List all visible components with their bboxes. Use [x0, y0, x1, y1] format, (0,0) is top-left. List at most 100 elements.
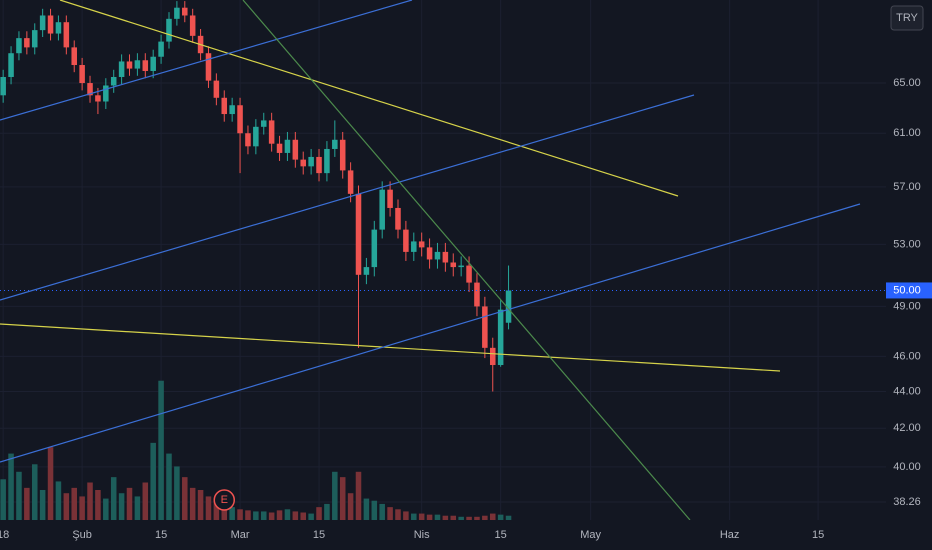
candle-body: [31, 30, 38, 48]
volume-bar: [0, 479, 6, 520]
volume-bar: [174, 466, 180, 520]
volume-bar: [16, 471, 22, 520]
volume-bar: [39, 490, 46, 520]
candle-body: [47, 15, 54, 34]
candle-body: [39, 15, 46, 31]
last-price-badge: [886, 282, 932, 299]
earnings-label: E: [221, 494, 228, 506]
volume-bar: [395, 509, 401, 520]
y-tick-label: 65.00: [893, 77, 921, 89]
candle-body: [355, 193, 362, 275]
candle-body: [134, 60, 141, 69]
volume-bar: [229, 507, 235, 520]
candle-body: [142, 60, 149, 71]
candle-body: [332, 139, 338, 149]
candle-body: [363, 267, 370, 275]
candle-body: [229, 105, 235, 115]
volume-bar: [339, 477, 346, 520]
candle-body: [497, 309, 504, 366]
volume-bar: [260, 511, 267, 520]
candle-body: [466, 265, 472, 283]
volume-bar: [450, 515, 457, 520]
candle-body: [87, 83, 93, 96]
volume-bar: [426, 514, 433, 520]
candle-body: [205, 53, 212, 81]
volume-bar: [71, 487, 77, 520]
candle-body: [182, 7, 188, 16]
candle-body: [253, 126, 259, 147]
drawings: [0, 0, 861, 521]
candle-body: [174, 7, 180, 19]
candle-body: [434, 251, 441, 260]
volume-bar: [205, 496, 212, 520]
volume-bar: [237, 509, 243, 520]
candle-body: [308, 156, 314, 167]
candle-body: [300, 159, 306, 167]
volume-bar: [489, 513, 496, 520]
candle-body: [110, 76, 117, 86]
candle-body: [426, 247, 433, 260]
candle-body: [237, 105, 243, 134]
y-tick-label: 40.00: [893, 461, 921, 473]
price-axis: [886, 0, 932, 550]
candle-body: [221, 97, 228, 115]
candle-body: [24, 38, 30, 48]
volume-bar: [497, 514, 504, 520]
candle-body: [418, 241, 425, 248]
y-tick-label: 42.00: [893, 422, 921, 434]
y-tick-label: 49.00: [893, 300, 921, 312]
volume-bar: [332, 471, 338, 520]
volume-bar: [482, 515, 488, 520]
volume-bar: [442, 515, 449, 520]
candle-body: [474, 282, 480, 307]
last-price-label: 50.00: [893, 284, 921, 296]
x-tick-label: Haz: [720, 529, 740, 541]
candle-body: [482, 306, 488, 348]
trend-line: [0, 94, 695, 301]
volume-bar: [474, 516, 480, 520]
volume-bar: [292, 511, 299, 520]
volume-bar: [466, 516, 472, 520]
trend-line: [0, 203, 861, 463]
candle-body: [284, 139, 291, 153]
candle-body: [411, 241, 417, 252]
candle-body: [245, 133, 251, 147]
candle-body: [63, 22, 70, 48]
volume-bar: [347, 493, 354, 520]
candle-body: [450, 262, 457, 268]
candle-body: [213, 80, 220, 98]
candle-body: [268, 120, 275, 144]
volume-bar: [284, 509, 291, 520]
candle-body: [118, 61, 125, 77]
candle-body: [79, 65, 85, 84]
candle-body: [276, 143, 283, 153]
volume-bar: [197, 490, 204, 520]
volume-bar: [276, 510, 283, 520]
volume-layer: [0, 380, 512, 520]
volume-bar: [213, 500, 220, 520]
volume-bar: [142, 482, 149, 520]
volume-bar: [110, 477, 117, 520]
currency-button[interactable]: [890, 5, 924, 31]
candle-body: [292, 139, 299, 160]
candle-body: [395, 207, 401, 230]
volume-bar: [308, 513, 314, 520]
volume-bar: [63, 493, 70, 520]
volume-bar: [300, 512, 306, 520]
volume-bar: [371, 500, 378, 520]
y-tick-label: 44.00: [893, 385, 921, 397]
volume-bar: [134, 496, 141, 520]
volume-bar: [126, 487, 133, 520]
volume-bar: [103, 498, 109, 520]
volume-bar: [418, 513, 425, 520]
volume-bar: [268, 512, 275, 520]
candle-body: [8, 53, 14, 77]
y-tick-label: 61.00: [893, 127, 921, 139]
candle-layer: [0, 1, 886, 392]
candle-body: [442, 251, 449, 263]
x-tick-label: Mar: [231, 529, 250, 541]
candle-body: [55, 22, 62, 34]
y-tick-label: 57.00: [893, 181, 921, 193]
